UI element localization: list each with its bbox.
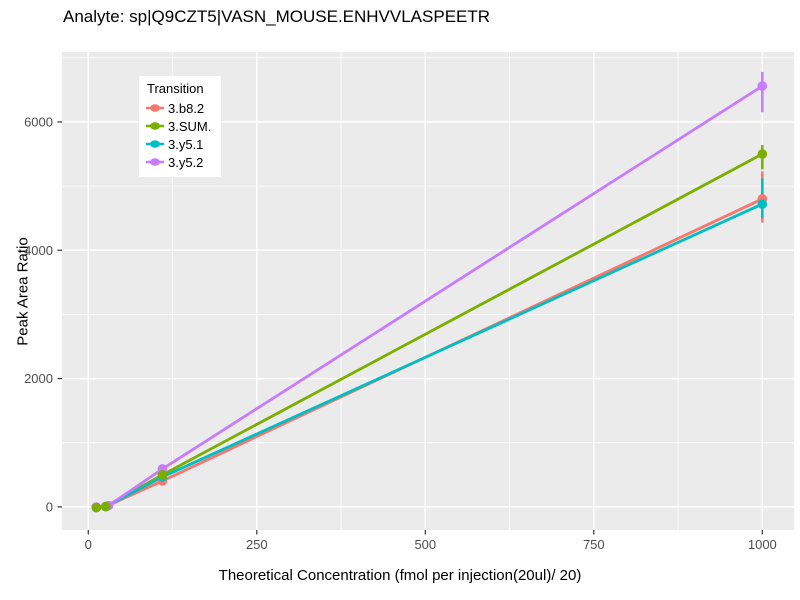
data-point-3.SUM. (757, 149, 768, 159)
legend: Transition 3.b8.2 3.SUM. 3.y5.1 (139, 76, 222, 177)
legend-key-pointrange-icon (146, 104, 164, 112)
legend-item-label: 3.y5.1 (168, 136, 204, 152)
x-tick-label: 500 (414, 537, 436, 552)
legend-key-pointrange-icon (146, 140, 164, 148)
legend-item: 3.y5.2 (146, 153, 211, 171)
data-point-3.y5.1 (757, 199, 768, 209)
x-tick-label: 0 (85, 537, 92, 552)
legend-item-label: 3.y5.2 (168, 154, 204, 170)
legend-item-label: 3.SUM. (168, 118, 212, 134)
y-axis-title: Peak Area Ratio (14, 237, 32, 346)
legend-item: 3.b8.2 (146, 99, 211, 117)
x-tick-label: 750 (583, 537, 605, 552)
y-tick-label: 4000 (24, 243, 53, 258)
legend-item-label: 3.b8.2 (168, 100, 205, 116)
legend-item: 3.SUM. (146, 117, 211, 135)
data-point-3.SUM. (157, 470, 168, 480)
x-axis-title: Theoretical Concentration (fmol per inje… (218, 567, 582, 584)
x-tick-label: 1000 (748, 537, 777, 552)
y-tick-label: 6000 (24, 114, 53, 129)
plot-title: Analyte: sp|Q9CZT5|VASN_MOUSE.ENHVVLASPE… (63, 7, 491, 26)
y-tick-label: 0 (46, 499, 53, 514)
data-point-3.y5.2 (757, 81, 768, 91)
legend-key-pointrange-icon (146, 122, 164, 130)
legend-key-pointrange-icon (146, 158, 164, 166)
data-point-3.SUM. (101, 501, 111, 512)
legend-title: Transition (147, 81, 204, 96)
x-tick-label: 250 (246, 537, 268, 552)
legend-item: 3.y5.1 (146, 135, 211, 153)
y-tick-label: 2000 (24, 371, 53, 386)
data-point-3.SUM. (91, 502, 102, 513)
